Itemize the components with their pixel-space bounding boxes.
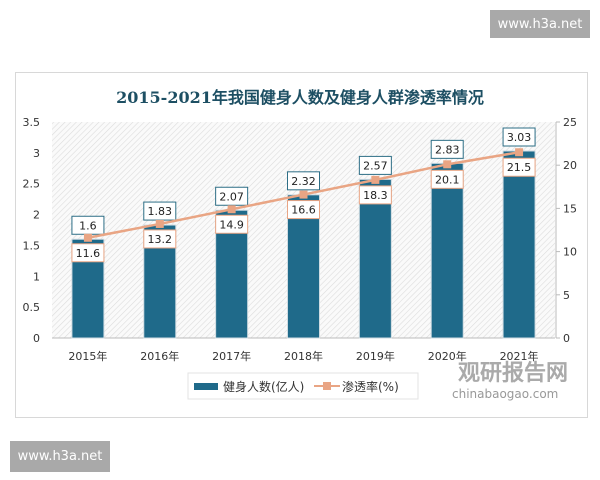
right-axis-tick-label: 15 [563,202,577,215]
left-axis-tick-label: 0.5 [23,301,41,314]
left-axis-tick-label: 2 [33,209,40,222]
watermark-top: www.h3a.net [490,10,590,38]
x-axis-tick-label: 2018年 [284,349,323,363]
line-data-label: 21.5 [507,161,532,174]
x-axis-tick-label: 2017年 [212,349,251,363]
bar [502,150,536,339]
legend-line-label: 渗透率(%) [342,379,399,394]
x-axis-tick-label: 2019年 [356,349,395,363]
bar [358,178,392,339]
bar-data-label: 2.83 [435,143,460,156]
legend-bar-swatch [194,383,218,390]
x-axis-tick-label: 2021年 [500,349,539,363]
line-marker [83,233,92,242]
legend: 健身人数(亿人) 渗透率(%) [187,372,419,400]
line-data-label: 18.3 [363,189,388,202]
bar-label-box [358,155,392,175]
right-axis-tick-label: 10 [563,246,577,259]
left-axis-tick-label: 3.5 [23,116,41,129]
left-axis-tick-label: 0 [33,332,40,345]
watermark-bottom: www.h3a.net [10,441,110,472]
bar-data-label: 2.32 [291,175,316,188]
right-axis-tick-label: 0 [563,332,570,345]
right-axis-tick-label: 20 [563,159,577,172]
bar [430,162,464,339]
line-marker [299,190,308,199]
line-label-box [358,185,392,205]
chart-title: 2015-2021年我国健身人数及健身人群渗透率情况 [116,88,484,107]
bar-data-label: 2.07 [219,190,244,203]
line-marker [371,175,380,184]
line-label-box [287,200,320,220]
chart-frame [15,72,588,418]
legend-bar-label: 健身人数(亿人) [223,379,304,394]
line-label-box [71,243,105,263]
left-axis-tick-label: 1.5 [23,239,41,252]
bar-label-box [287,171,320,191]
legend-line-marker [323,382,331,390]
bar-label-box [502,127,536,147]
right-axis-tick-label: 5 [563,289,570,302]
line-data-label: 13.2 [148,233,173,246]
x-axis-tick-label: 2020年 [428,349,467,363]
left-axis-tick-label: 1 [33,270,40,283]
brand-watermark: 观研报告网 chinabaogao.com [420,355,568,401]
x-axis-tick-label: 2016年 [140,349,179,363]
bar-data-label: 2.57 [363,159,388,172]
left-axis-tick-label: 3 [33,147,40,160]
line-label-box [430,169,464,189]
left-axis-tick-label: 2.5 [23,178,41,191]
line-label-box [502,157,536,177]
line-data-label: 11.6 [76,247,101,260]
line-label-box [143,229,177,249]
brand-name: 观研报告网 [458,361,569,386]
x-axis-tick-label: 2015年 [68,349,107,363]
line-data-label: 16.6 [291,204,316,217]
bar-data-label: 1.6 [79,219,97,232]
bar-label-box [215,186,249,206]
right-axis-tick-label: 25 [563,116,577,129]
brand-url: chinabaogao.com [452,387,559,401]
line-marker [155,219,164,228]
line-marker [515,148,524,157]
line-data-label: 14.9 [219,218,244,231]
line-marker [443,160,452,169]
line-label-box [215,214,249,234]
line-data-label: 20.1 [435,173,460,186]
line-marker [227,205,236,214]
bar-data-label: 1.83 [148,205,173,218]
bar-label-box [430,139,464,159]
bar-data-label: 3.03 [507,131,532,144]
